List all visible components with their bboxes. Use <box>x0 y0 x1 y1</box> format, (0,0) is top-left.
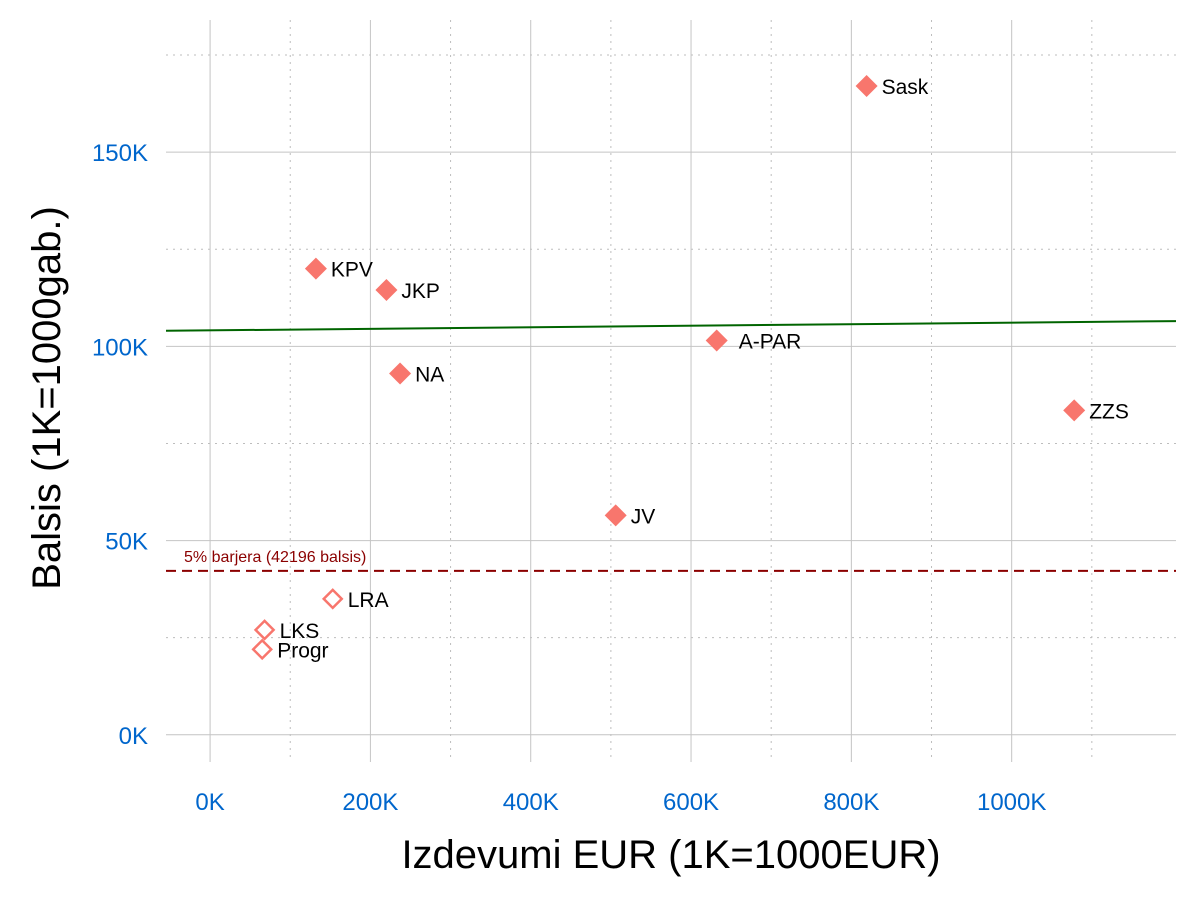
grid <box>166 20 1176 762</box>
x-tick-label: 0K <box>195 789 224 816</box>
y-tick-label: 50K <box>105 529 148 556</box>
point-kpv <box>304 257 327 280</box>
point-label-jv: JV <box>631 505 656 528</box>
x-axis-ticks: 0K 200K 400K 600K 800K 1000K <box>195 789 1046 816</box>
point-label-kpv: KPV <box>331 259 373 282</box>
threshold-label: 5% barjera (42196 balsis) <box>184 549 366 566</box>
point-zzs <box>1063 399 1086 422</box>
point-lks <box>253 619 276 641</box>
data-points <box>251 75 1086 661</box>
point-progr <box>251 638 273 661</box>
x-tick-label: 400K <box>503 789 559 816</box>
y-tick-label: 150K <box>92 140 148 167</box>
point-label-lra: LRA <box>348 589 389 612</box>
y-tick-label: 0K <box>119 723 148 750</box>
point-na <box>389 362 412 385</box>
y-axis-ticks: 0K 50K 100K 150K <box>92 140 148 750</box>
x-axis-title: Izdevumi EUR (1K=1000EUR) <box>401 833 940 877</box>
x-tick-label: 600K <box>663 789 719 816</box>
y-axis-title: Balsis (1K=1000gab.) <box>25 206 69 590</box>
point-label-lks: LKS <box>280 620 320 643</box>
y-tick-label: 100K <box>92 334 148 361</box>
x-tick-label: 800K <box>823 789 879 816</box>
point-label-a-par: A-PAR <box>739 330 802 353</box>
point-lra <box>321 588 344 610</box>
point-sask <box>855 75 878 98</box>
point-a-par <box>705 329 728 352</box>
reference-lines: 5% barjera (42196 balsis) <box>165 320 1177 572</box>
point-label-progr: Progr <box>277 639 328 662</box>
point-label-na: NA <box>415 364 444 387</box>
x-tick-label: 1000K <box>977 789 1046 816</box>
point-jv <box>604 504 627 527</box>
x-tick-label: 200K <box>342 789 398 816</box>
point-label-sask: Sask <box>882 76 929 99</box>
point-jkp <box>375 278 398 301</box>
point-label-zzs: ZZS <box>1089 400 1129 423</box>
point-label-jkp: JKP <box>401 280 440 303</box>
trend-line <box>165 320 1177 332</box>
